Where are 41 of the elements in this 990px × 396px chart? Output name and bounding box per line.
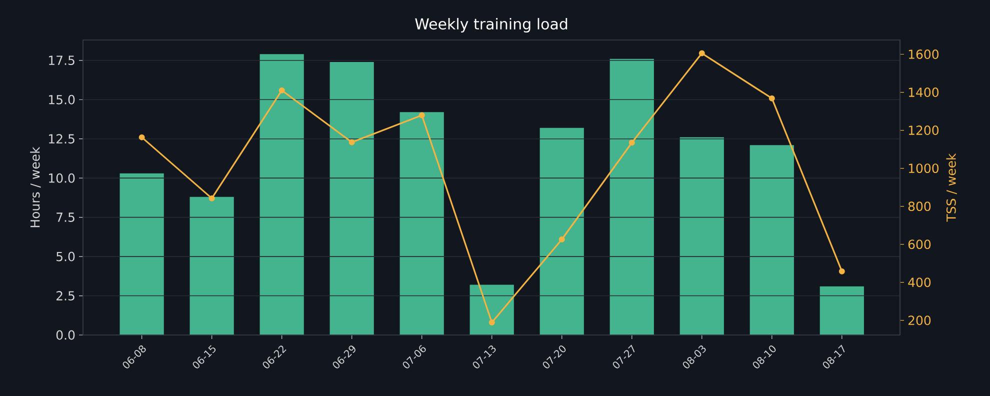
y-tick-label: 5.0 xyxy=(56,252,75,262)
y-tick-label: 17.5 xyxy=(49,56,74,66)
point xyxy=(558,236,565,242)
point xyxy=(418,112,425,118)
point xyxy=(628,140,635,146)
y2-tick-label: 1600 xyxy=(908,50,939,59)
y2-tick-label: 800 xyxy=(908,202,931,212)
y2-axis-title: TSS / week xyxy=(946,153,957,222)
y-tick-label: 10.0 xyxy=(49,173,75,183)
y-tick-label: 0.0 xyxy=(56,330,75,340)
bar xyxy=(400,112,444,335)
y-tick-label: 7.5 xyxy=(56,212,74,222)
bar xyxy=(750,145,794,335)
bar xyxy=(260,54,304,335)
bar xyxy=(680,137,724,335)
bar xyxy=(820,286,864,335)
chart-title: Weekly training load xyxy=(415,18,568,32)
y2-tick-label: 400 xyxy=(908,278,931,288)
y-tick-label: 15.0 xyxy=(49,94,75,104)
bar xyxy=(330,62,374,335)
y2-tick-label: 1200 xyxy=(908,126,939,136)
point xyxy=(698,50,705,56)
point xyxy=(838,268,845,274)
y2-tick-label: 1000 xyxy=(908,164,939,174)
point xyxy=(208,195,215,202)
bar xyxy=(190,196,234,335)
bar xyxy=(610,58,654,335)
y2-tick-label: 1400 xyxy=(908,88,939,97)
y-axis-title: Hours / week xyxy=(30,146,41,228)
point xyxy=(348,139,355,146)
y2-tick-label: 200 xyxy=(908,316,931,326)
point xyxy=(138,134,145,140)
y2-tick-label: 600 xyxy=(908,240,931,250)
bar xyxy=(540,128,584,335)
y-tick-label: 12.5 xyxy=(49,134,74,144)
y-tick-label: 2.5 xyxy=(56,291,74,300)
point xyxy=(278,87,285,94)
bar xyxy=(120,173,164,335)
point xyxy=(768,95,775,102)
point xyxy=(488,319,495,326)
bar xyxy=(470,284,514,335)
